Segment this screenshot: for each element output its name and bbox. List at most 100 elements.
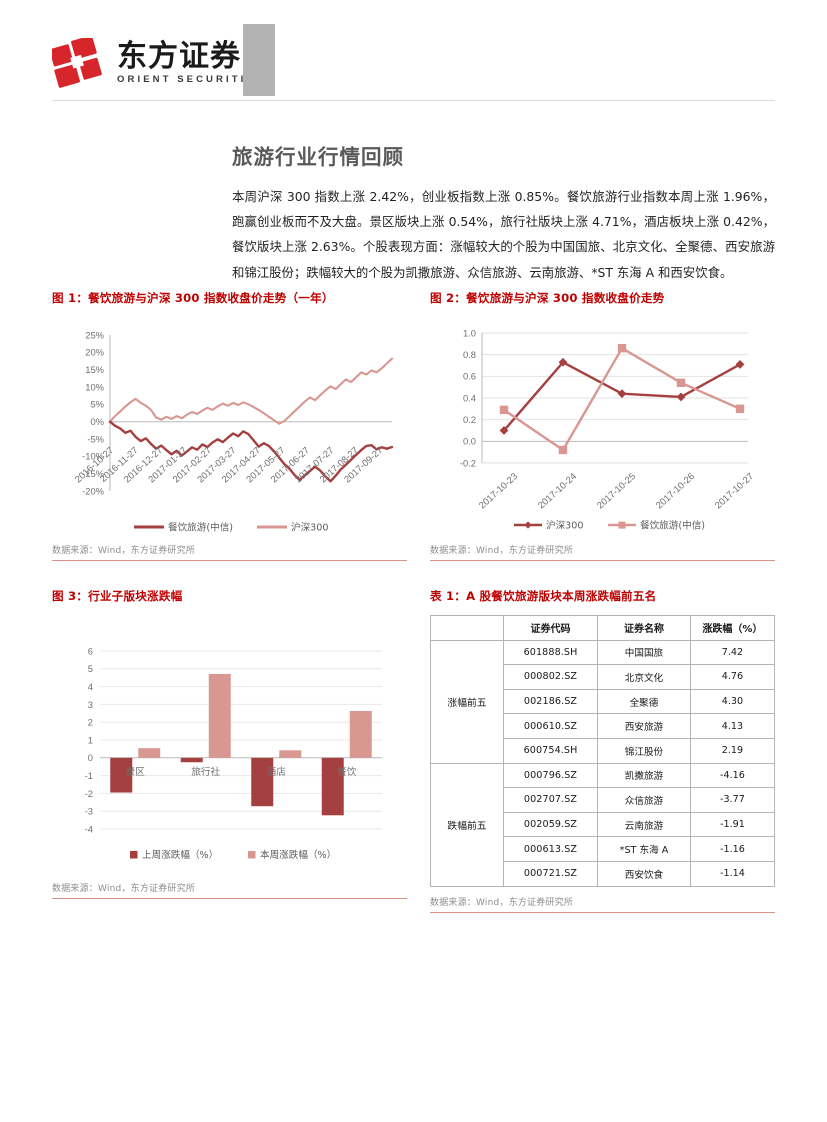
figure-2-point xyxy=(499,405,509,415)
figure-2-body: 1.0 0.8 0.6 0.4 0.2 0.0 -0.2 2017-10-23 2017-10… xyxy=(430,315,775,562)
figure-2-source: 数据来源：Wind，东方证券研究所 xyxy=(430,546,574,556)
figure-1-ytick: -10% xyxy=(82,451,104,462)
table-cell-name: 锦江股份 xyxy=(597,737,691,764)
figure-1-ytick: -15% xyxy=(82,468,104,479)
svg-text:沪深300: 沪深300 xyxy=(546,520,584,532)
figure-2-point xyxy=(735,404,745,414)
figure-2-xtick: 2017-10-25 xyxy=(594,470,637,510)
figure-1-ytick: 5% xyxy=(90,399,104,410)
table-1-panel: 表 1：A 股餐饮旅游版块本周涨跌幅前五名 证券代码 证券名称 涨跌幅（%） 涨幅前… xyxy=(430,588,776,913)
figure-2-point xyxy=(617,343,627,353)
figure-3-bar xyxy=(321,757,344,816)
table-cell-name: 众信旅游 xyxy=(597,787,691,813)
header-accent-bar xyxy=(243,24,275,96)
table-cell-code: 600754.SH xyxy=(502,737,599,764)
figure-1-ytick: 0% xyxy=(90,416,104,427)
abstract-paragraph: 本周沪深 300 指数上涨 2.42%，创业板指数上涨 0.85%。餐饮旅游行业… xyxy=(232,189,775,280)
figure-3-ytick: 5 xyxy=(88,663,93,674)
table-row: 002059.SZ 云南旅游 -1.91 xyxy=(431,811,776,838)
figure-1-rule xyxy=(52,560,407,562)
figure-2-point xyxy=(676,392,686,402)
table-cell-code: 000802.SZ xyxy=(502,664,599,690)
figure-1-svg: 25%20%15%10%5%0%-5%-10%-15%-20% 2016-10-… xyxy=(72,329,394,534)
figure-2-ytick: 0.6 xyxy=(463,371,476,382)
table-1-title: 表 1：A 股餐饮旅游版块本周涨跌幅前五名 xyxy=(430,589,657,603)
orient-securities-diamond-icon xyxy=(52,38,104,88)
svg-text:餐饮旅游(中信): 餐饮旅游(中信) xyxy=(640,520,705,532)
page-title: 旅游行业行情回顾 xyxy=(232,145,404,169)
figure-1-ytick: -5% xyxy=(87,433,104,444)
figure-3-bar xyxy=(251,757,274,807)
figure-3-ytick: 6 xyxy=(88,645,93,656)
svg-text:沪深300: 沪深300 xyxy=(291,522,329,534)
table-group-label: 涨幅前五 xyxy=(430,639,504,764)
table-cell-code: 000610.SZ xyxy=(502,713,599,739)
figure-1-title: 图 1：餐饮旅游与沪深 300 指数收盘价走势（一年） xyxy=(52,291,334,305)
figure-3-body: 6 5 4 3 2 1 0 -1 -2 -3 -4 景区 旅行社 酒店 餐饮 上周涨跌幅（%） 本周涨跌幅… xyxy=(52,613,407,900)
table-column-header: 证券名称 xyxy=(597,615,691,641)
table-cell-name: 西安旅游 xyxy=(597,713,691,739)
table-cell-name: 北京文化 xyxy=(597,664,691,690)
figure-1-panel: 图 1：餐饮旅游与沪深 300 指数收盘价走势（一年） 25% 20% 15% 10%… xyxy=(52,290,407,562)
figure-1-ytick: 15% xyxy=(85,364,104,375)
figure-3-source: 数据来源：Wind，东方证券研究所 xyxy=(52,884,196,894)
table-cell-name: *ST 东海 A xyxy=(597,836,691,862)
table-column-header: 涨跌幅（%） xyxy=(689,615,776,641)
table-cell-name: 全聚德 xyxy=(597,688,691,715)
page-header: 东方证券 ORIENT SECURITIES xyxy=(0,0,827,108)
table-cell-code: 601888.SH xyxy=(502,639,599,666)
figure-3-panel: 图 3：行业子版块涨跌幅 6 5 4 3 2 1 0 -1 -2 -3 -4 景区 旅行社 酒店 餐饮 上… xyxy=(52,588,407,900)
svg-text:上周涨跌幅（%）: 上周涨跌幅（%） xyxy=(142,849,218,861)
figure-1-ytick: 20% xyxy=(85,347,104,358)
figure-2-rule xyxy=(430,560,775,562)
figure-3-title: 图 3：行业子版块涨跌幅 xyxy=(52,589,183,603)
figure-1-chart: 25% 20% 15% 10% 5% 0% -5% -10% -15% -20% 2016-10-… xyxy=(52,315,407,543)
figure-3-ytick: 0 xyxy=(88,752,93,763)
table-row: 跌幅前五 000796.SZ 凯撒旅游 -4.16 xyxy=(430,762,776,887)
figure-3-category-label: 景区 xyxy=(126,767,146,778)
figure-3-rule xyxy=(52,898,407,900)
figure-3-ytick: 3 xyxy=(88,699,93,710)
figure-2-xtick: 2017-10-26 xyxy=(653,470,696,510)
ranking-table-head: 证券代码 证券名称 涨跌幅（%） xyxy=(430,615,776,641)
table-1-rule xyxy=(430,911,775,913)
table-cell-code: 002059.SZ xyxy=(502,811,599,838)
table-cell-change: -3.77 xyxy=(689,787,776,813)
figure-2-chart: 1.0 0.8 0.6 0.4 0.2 0.0 -0.2 2017-10-23 2017-10… xyxy=(430,315,775,543)
figure-3-category-label: 酒店 xyxy=(267,766,287,778)
figure-2-ytick: 0.0 xyxy=(463,436,476,447)
figure-2-point xyxy=(676,378,686,388)
table-row: 000721.SZ 西安饮食 -1.14 xyxy=(431,860,776,887)
table-cell-change: -1.91 xyxy=(689,811,776,838)
figure-2-ytick: 0.2 xyxy=(463,414,476,425)
table-row: 涨幅前五 601888.SH 中国国旅 7.42 xyxy=(430,639,776,764)
figure-3-ytick: 4 xyxy=(88,681,93,692)
table-cell-code: 000796.SZ xyxy=(502,762,599,789)
figure-2-ytick: 0.8 xyxy=(463,349,476,360)
table-cell-change: -1.16 xyxy=(689,836,776,862)
figure-1-ytick: 10% xyxy=(85,381,104,392)
figure-3-bar xyxy=(349,710,372,758)
figure-2-point xyxy=(735,360,745,369)
figure-3-chart: 6 5 4 3 2 1 0 -1 -2 -3 -4 景区 旅行社 酒店 餐饮 上周涨跌幅（%） 本周涨跌幅… xyxy=(52,613,407,881)
figure-3-legend: 上周涨跌幅（%） 本周涨跌幅（%） xyxy=(130,849,336,861)
ranking-table-wrapper: 证券代码 证券名称 涨跌幅（%） 涨幅前五 601888.SH 中国国旅 7.42 0008… xyxy=(430,613,776,887)
figure-2-svg: 1.0 0.8 0.6 0.4 0.2 0.0 -0.2 2017-10-23 2017-10… xyxy=(460,327,755,532)
table-row: 000613.SZ *ST 东海 A -1.16 xyxy=(431,836,776,862)
figure-1-body: 25% 20% 15% 10% 5% 0% -5% -10% -15% -20% 2016-10-… xyxy=(52,315,407,562)
figure-2-legend: 沪深300 餐饮旅游(中信) xyxy=(514,520,705,532)
table-cell-code: 000613.SZ xyxy=(502,836,599,862)
table-cell-change: 7.42 xyxy=(689,639,776,666)
table-cell-change: 2.19 xyxy=(689,737,776,764)
figure-1-ytick: -20% xyxy=(82,485,104,496)
figure-2-ytick: -0.2 xyxy=(460,457,476,468)
figure-2-ytick: 0.4 xyxy=(463,392,476,403)
figure-1-legend: 餐饮旅游(中信) 沪深300 xyxy=(134,522,329,534)
table-cell-name: 凯撒旅游 xyxy=(597,762,691,789)
figure-2-panel: 图 2：餐饮旅游与沪深 300 指数收盘价走势 1.0 0.8 0.6 0.4 0.2 0… xyxy=(430,290,775,562)
title-section: 旅游行业行情回顾 本周沪深 300 指数上涨 2.42%，创业板指数上涨 0.8… xyxy=(232,140,775,285)
logo-english-name: ORIENT SECURITIES xyxy=(117,74,266,86)
figure-2-point xyxy=(558,445,568,455)
table-cell-change: 4.13 xyxy=(689,713,776,739)
